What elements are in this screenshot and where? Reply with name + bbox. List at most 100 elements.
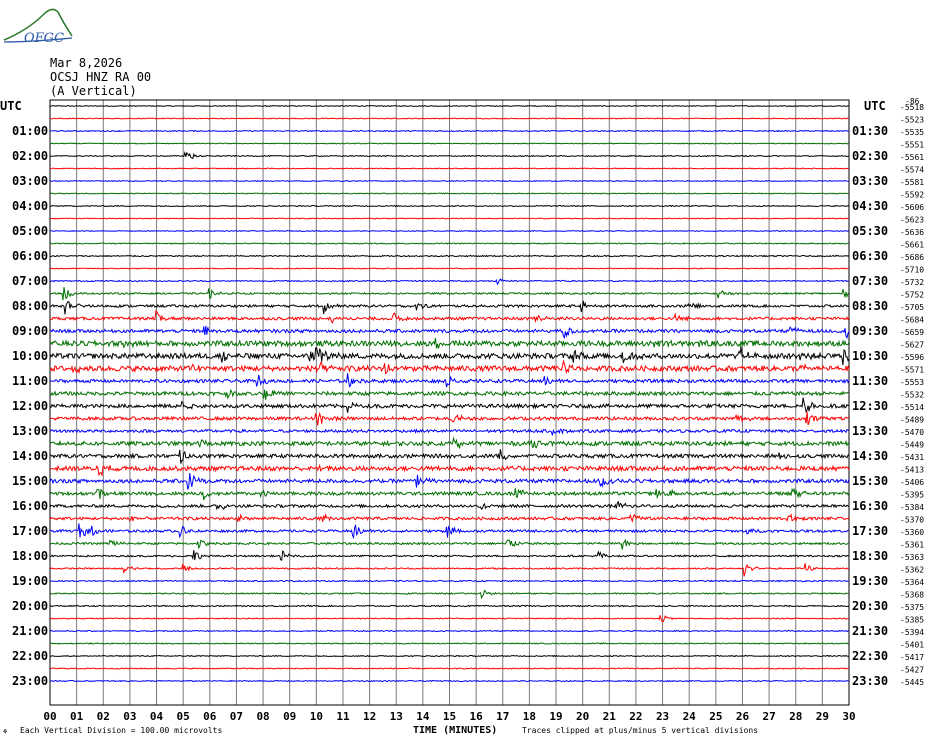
footnote-division: Each Vertical Division = 100.00 microvol… — [20, 726, 222, 735]
logo-mountain-icon — [3, 8, 73, 41]
x-tick-label: 10 — [310, 710, 323, 723]
right-hour-label: 16:30 — [852, 499, 888, 513]
trace-24 — [49, 397, 850, 414]
trace-16 — [49, 300, 850, 315]
trace-3 — [50, 142, 850, 145]
right-hour-label: 01:30 — [852, 124, 888, 138]
x-tick-label: 07 — [230, 710, 243, 723]
trace-5 — [49, 167, 850, 170]
x-tick-label: 24 — [683, 710, 697, 723]
left-hour-label: 05:00 — [12, 224, 48, 238]
left-hour-label: 02:00 — [12, 149, 48, 163]
trace-offset-label: -5596 — [900, 353, 924, 362]
station-code: OCSJ HNZ RA 00 — [50, 70, 152, 84]
trace-offset-label: -5406 — [900, 478, 924, 487]
x-tick-label: 09 — [283, 710, 296, 723]
right-hour-label: 05:30 — [852, 224, 888, 238]
trace-offset-label: -5752 — [900, 291, 924, 300]
x-axis-title: TIME (MINUTES) — [413, 725, 497, 736]
trace-offset-label: -5623 — [900, 216, 924, 225]
trace-12 — [50, 254, 850, 258]
x-tick-label: 29 — [816, 710, 829, 723]
trace-45 — [49, 667, 850, 670]
x-tick-label: 19 — [549, 710, 562, 723]
trace-offset-label: -5705 — [900, 303, 924, 312]
trace-offset-label: -5514 — [900, 403, 924, 412]
right-hour-label: 13:30 — [852, 424, 888, 438]
trace-offset-label: -5532 — [900, 391, 924, 400]
right-hour-label: 18:30 — [852, 549, 888, 563]
x-tick-label: 05 — [177, 710, 190, 723]
trace-offset-label: -5636 — [900, 228, 924, 237]
trace-offset-label: -5363 — [900, 553, 924, 562]
trace-offset-label: -5360 — [900, 528, 924, 537]
x-tick-label: 23 — [656, 710, 669, 723]
trace-8 — [49, 204, 850, 208]
left-hour-label: 15:00 — [12, 474, 48, 488]
footnote-clipping: Traces clipped at plus/minus 5 vertical … — [522, 726, 758, 735]
left-hour-label: 01:00 — [12, 124, 48, 138]
trace-7 — [49, 192, 850, 195]
right-hour-label: 03:30 — [852, 174, 888, 188]
right-hour-label: 12:30 — [852, 399, 888, 413]
x-tick-label: 02 — [97, 710, 110, 723]
trace-30 — [49, 472, 850, 490]
trace-22 — [49, 373, 850, 388]
record-date: Mar 8,2026 — [50, 56, 123, 70]
trace-19 — [49, 337, 850, 349]
trace-38 — [49, 579, 850, 583]
left-hour-label: 12:00 — [12, 399, 48, 413]
right-hour-label: 10:30 — [852, 349, 888, 363]
left-hour-label: 16:00 — [12, 499, 48, 513]
trace-offset-label: -5449 — [900, 441, 924, 450]
trace-offset-label: -5574 — [900, 166, 924, 175]
trace-offset-label: -5385 — [900, 616, 924, 625]
trace-offset-label: -5684 — [900, 316, 924, 325]
trace-offset-label: -5606 — [900, 203, 924, 212]
right-hour-label: 08:30 — [852, 299, 888, 313]
trace-18 — [49, 325, 850, 340]
trace-offset-label: -5401 — [900, 641, 924, 650]
x-tick-label: 21 — [603, 710, 617, 723]
x-tick-label: 20 — [576, 710, 589, 723]
trace-offset-label: -5489 — [900, 416, 924, 425]
trace-6 — [49, 179, 850, 183]
trace-offset-label: -5535 — [900, 128, 924, 137]
left-hour-label: 21:00 — [12, 624, 48, 638]
trace-35 — [49, 538, 850, 550]
logo-wave-icon — [3, 37, 73, 43]
trace-offset-label: -5368 — [900, 591, 924, 600]
trace-28 — [49, 449, 850, 464]
right-hour-label: 21:30 — [852, 624, 888, 638]
trace-offset-label: -5364 — [900, 578, 924, 587]
plot-frame — [49, 99, 850, 706]
left-hour-label: 08:00 — [12, 299, 48, 313]
left-hour-label: 18:00 — [12, 549, 48, 563]
left-hour-label: 14:00 — [12, 449, 48, 463]
x-tick-label: 12 — [363, 710, 376, 723]
right-hour-label: 17:30 — [852, 524, 888, 538]
trace-offset-label: -5384 — [900, 503, 924, 512]
x-tick-label: 22 — [629, 710, 642, 723]
right-hour-label: 09:30 — [852, 324, 888, 338]
left-hour-label: 11:00 — [12, 374, 48, 388]
trace-offset-label: -5686 — [900, 253, 924, 262]
left-hour-label: 23:00 — [12, 674, 48, 688]
trace-21 — [49, 359, 850, 375]
trace-25 — [49, 411, 850, 426]
trace-offset-label: -5427 — [900, 666, 924, 675]
trace-offset-label: -5413 — [900, 466, 924, 475]
trace-offset-label: -5592 — [900, 191, 924, 200]
trace-offset-label: -5394 — [900, 628, 924, 637]
x-tick-label: 18 — [523, 710, 536, 723]
x-tick-label: 28 — [789, 710, 802, 723]
trace-0 — [49, 104, 850, 108]
right-hour-label: 14:30 — [852, 449, 888, 463]
right-hour-label: 07:30 — [852, 274, 888, 288]
left-hour-label: 20:00 — [12, 599, 48, 613]
trace-offset-label: -5627 — [900, 341, 924, 350]
x-tick-label: 26 — [736, 710, 750, 723]
left-hour-label: 22:00 — [12, 649, 48, 663]
logo-text: OFGC — [24, 31, 64, 46]
